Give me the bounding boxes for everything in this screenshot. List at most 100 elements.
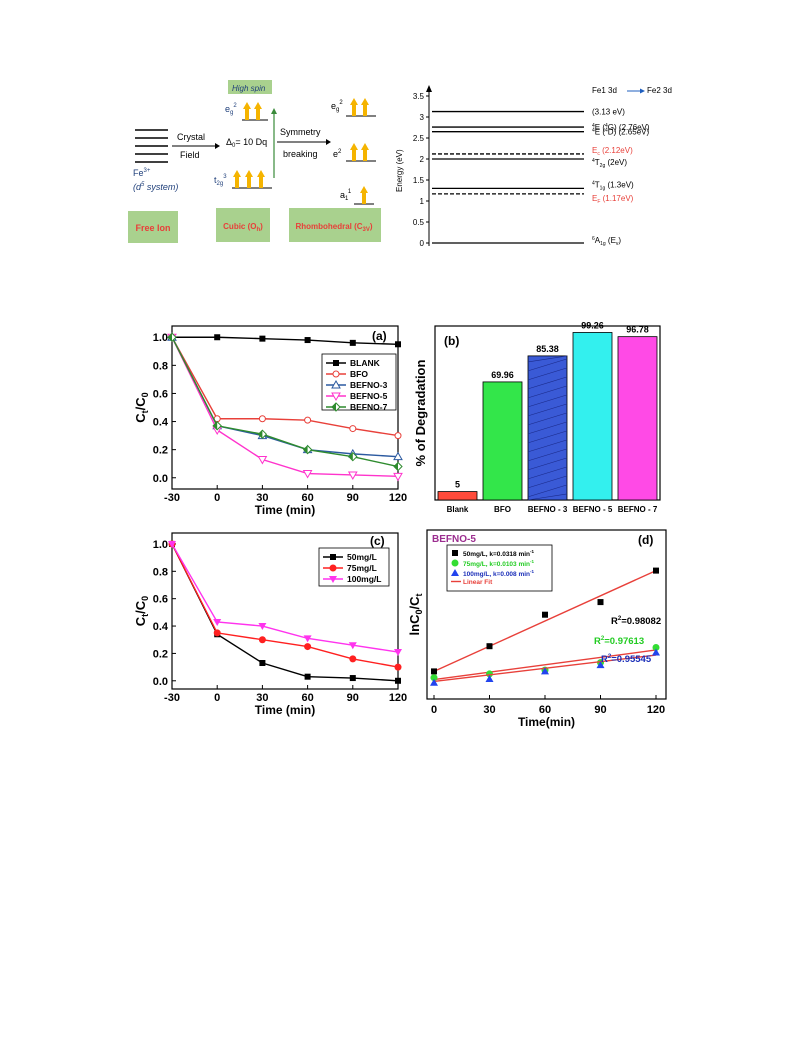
data-point <box>430 674 438 682</box>
e2-electrons <box>350 143 369 161</box>
y-axis-label: Ct/C0 <box>133 392 150 422</box>
arrow-head-icon <box>326 139 331 145</box>
bar <box>437 491 478 501</box>
x-tick-label: 0 <box>431 704 437 716</box>
energy-level-label: Ec (2.12eV) <box>592 146 633 157</box>
panel-label: (d) <box>638 533 653 547</box>
bar-hatch <box>527 385 568 399</box>
panel-label: (b) <box>444 334 459 348</box>
bar-hatch <box>527 376 568 390</box>
bar-hatch <box>527 355 568 363</box>
ion-label: Fe3+ <box>133 168 151 178</box>
y-tick-label: 0.6 <box>153 388 168 400</box>
energy-tick-label: 3 <box>420 113 425 122</box>
a1-label: a11 <box>340 189 352 202</box>
energy-tick-label: 1.5 <box>413 176 425 185</box>
data-point <box>213 618 222 626</box>
data-point <box>213 421 218 430</box>
bar-value-label: 99.26 <box>581 320 604 330</box>
y-axis-label: Ct/C0 <box>133 596 150 626</box>
legend-label: BLANK <box>350 358 381 368</box>
energy-level-label: 4E (4D) (2.65eV) <box>592 128 649 137</box>
free-ion-label: Free Ion <box>135 223 170 233</box>
data-point <box>395 677 401 684</box>
data-point <box>393 472 403 482</box>
plot-frame <box>426 529 667 700</box>
delta-label: Δ0= 10 Dq <box>226 137 267 149</box>
data-point <box>395 341 401 348</box>
x-tick-label: -30 <box>164 692 180 704</box>
bar-hatch <box>527 367 568 381</box>
series-line-75mg/l <box>171 543 399 668</box>
legend-label: 75mg/L, k=0.0103 min-1 <box>463 559 535 568</box>
y-axis-label: lnC0/Ct <box>407 594 424 636</box>
bar-hatch <box>527 466 568 480</box>
legend-label: 50mg/L <box>347 552 377 562</box>
bar-hatch <box>527 430 568 444</box>
x-tick-label: 30 <box>256 692 268 704</box>
data-point <box>393 451 403 461</box>
data-point <box>258 636 266 644</box>
x-tick-label: 90 <box>347 692 359 704</box>
data-point <box>257 455 268 465</box>
x-tick-label: 120 <box>389 492 407 504</box>
fit-line <box>433 649 657 681</box>
y-tick-label: 0.2 <box>153 445 168 457</box>
data-point <box>652 643 660 651</box>
eg-prime-electrons <box>350 98 369 116</box>
chart-title: BEFNO-5 <box>432 534 476 545</box>
data-point <box>394 432 402 440</box>
panel-d: 0 30 60 90 120 Time(min) lnC0/Ct BEFNO-5 (d) 50mg… <box>407 529 667 729</box>
data-point <box>596 661 605 669</box>
bar <box>482 381 523 501</box>
bar <box>617 336 658 501</box>
legend-label: 50mg/L, k=0.0318 min-1 <box>463 549 535 558</box>
data-point <box>394 649 402 657</box>
rhombohedral-label: Rhombohedral (C3V) <box>295 222 372 233</box>
rhombohedral-box <box>289 208 381 242</box>
x-tick-label: 60 <box>301 492 313 504</box>
x-tick-label: 30 <box>256 492 268 504</box>
r2-label: R2=0.97613 <box>594 636 644 647</box>
data-point <box>394 663 402 671</box>
series-line-befno-5 <box>171 336 399 478</box>
x-tick-label: 120 <box>647 704 665 716</box>
plot-frame <box>171 325 399 490</box>
fe2-label: Fe2 3d <box>647 86 672 95</box>
legend-label: 75mg/L <box>347 563 377 573</box>
data-point <box>259 660 266 666</box>
eg-electrons <box>243 102 262 120</box>
bar-hatch <box>527 394 568 408</box>
series-line-bfo <box>171 336 399 437</box>
data-point <box>349 425 357 433</box>
t2g-electrons <box>233 170 265 188</box>
series-line-blank <box>172 336 399 345</box>
legend-marker <box>451 569 459 576</box>
x-tick-label: BEFNO - 5 <box>573 505 613 514</box>
bar-hatch <box>527 448 568 462</box>
crystal-field-diagram: Fe3+ (d5 system) Crystal Field High spin… <box>128 80 381 243</box>
x-tick-label: 90 <box>594 704 606 716</box>
x-tick-label: 60 <box>539 704 551 716</box>
legend-marker <box>451 559 459 567</box>
legend-marker <box>332 370 340 378</box>
data-point <box>304 673 311 680</box>
fit-line <box>433 569 657 673</box>
y-tick-label: 0.2 <box>153 648 168 660</box>
arrow-head-icon <box>215 143 220 149</box>
t2g-label: t2g3 <box>214 174 227 187</box>
x-tick-label: 0 <box>214 692 220 704</box>
data-point <box>348 642 357 650</box>
data-point <box>258 415 266 423</box>
x-tick-label: Blank <box>447 505 469 514</box>
energy-tick-label: 0.5 <box>413 218 425 227</box>
legend-marker <box>333 360 339 366</box>
crystal-label: Crystal <box>177 132 205 142</box>
panel-label: (c) <box>370 534 385 548</box>
x-tick-label: 120 <box>389 692 407 704</box>
legend-marker <box>332 403 336 411</box>
arrow-head-icon <box>640 88 645 94</box>
data-point <box>349 675 356 682</box>
x-axis-label: Time (min) <box>255 703 315 717</box>
